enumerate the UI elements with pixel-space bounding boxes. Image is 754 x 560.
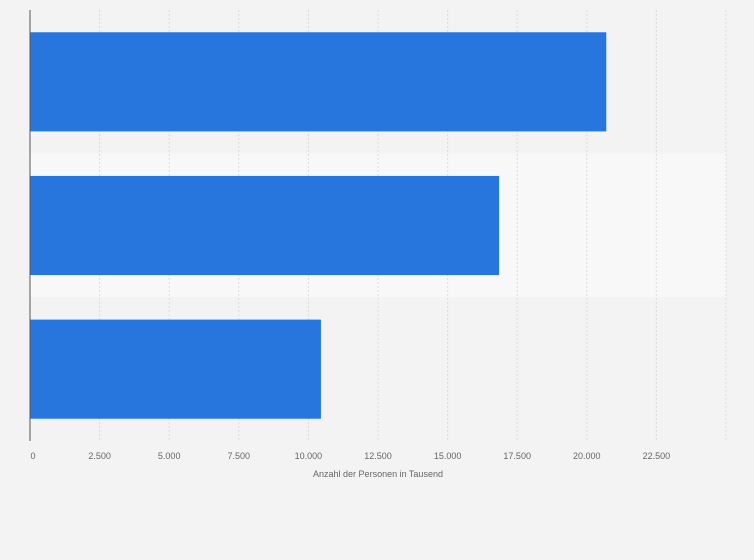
bar[interactable] (30, 32, 607, 132)
x-tick-label: 22.500 (643, 451, 671, 461)
x-tick-label: 15.000 (434, 451, 462, 461)
x-tick-labels: 0 2.500 5.000 7.500 10.000 12.500 15.000 17.500… (30, 451, 670, 461)
x-tick-label: 5.000 (158, 451, 181, 461)
x-tick-label: 10.000 (295, 451, 323, 461)
x-tick-label: 7.500 (228, 451, 251, 461)
bar[interactable] (30, 319, 321, 419)
x-tick-label: 12.500 (364, 451, 392, 461)
x-tick-label: 17.500 (503, 451, 531, 461)
x-tick-label: 20.000 (573, 451, 601, 461)
bars (30, 32, 607, 419)
x-axis-title: Anzahl der Personen in Tausend (313, 469, 443, 479)
x-tick-label: 0 (30, 451, 35, 461)
x-tick-label: 2.500 (88, 451, 111, 461)
bar[interactable] (30, 175, 500, 276)
